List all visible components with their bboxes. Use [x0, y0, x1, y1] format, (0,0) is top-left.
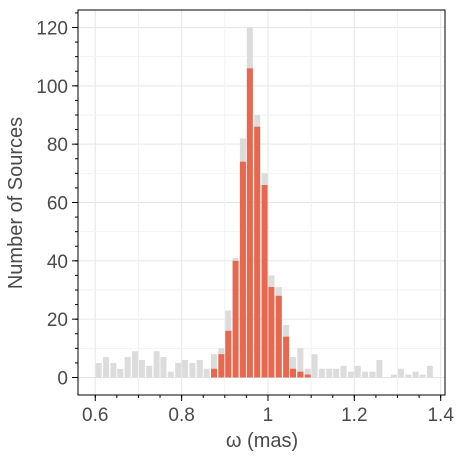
selected-sources-bar	[304, 374, 311, 378]
y-tick-label: 80	[47, 135, 68, 156]
selected-sources-bar	[225, 330, 232, 378]
all-sources-bar	[117, 368, 124, 378]
all-sources-bar	[182, 360, 189, 378]
all-sources-bar	[426, 365, 433, 378]
selected-sources-bar	[239, 161, 246, 378]
all-sources-bar	[326, 368, 333, 378]
x-tick-label: 1.4	[427, 405, 454, 426]
all-sources-bar	[95, 362, 102, 378]
all-sources-bar	[369, 371, 376, 378]
x-tick-label: 0.6	[82, 405, 108, 426]
y-axis-label: Number of Sources	[5, 117, 27, 289]
all-sources-bar	[304, 368, 311, 378]
selected-sources-bar	[283, 336, 290, 378]
y-tick-label: 120	[36, 19, 68, 40]
y-axis: 0 20 40 60 80 100 120	[36, 12, 78, 390]
all-sources-bar	[110, 362, 117, 378]
all-sources-bar	[405, 374, 412, 378]
all-sources-bar	[146, 365, 153, 378]
selected-sources-bar	[268, 287, 275, 378]
selected-sources-bar	[275, 295, 282, 378]
y-tick-label: 40	[47, 252, 68, 273]
all-sources-bar	[397, 368, 404, 378]
all-sources-bar	[391, 374, 398, 378]
x-tick-label: 1.2	[341, 405, 367, 426]
all-sources-bar	[211, 354, 218, 378]
all-sources-bar	[131, 351, 138, 378]
all-sources-bar	[362, 371, 369, 378]
all-sources-bar	[124, 357, 131, 378]
selected-sources-bar	[297, 371, 304, 378]
all-sources-bar	[167, 371, 174, 378]
y-tick-label: 60	[47, 194, 68, 215]
all-sources-bar	[354, 365, 361, 378]
grid-lines	[78, 10, 445, 395]
y-tick-label: 20	[47, 310, 68, 331]
all-sources-bar	[160, 357, 167, 378]
all-sources-bar	[138, 360, 145, 378]
all-sources-bar	[333, 368, 340, 378]
selected-sources-bar	[232, 260, 239, 378]
all-sources-bar	[290, 357, 297, 378]
x-tick-label: 0.8	[168, 405, 194, 426]
y-tick-label: 100	[36, 77, 68, 98]
selected-sources-bar	[290, 368, 297, 378]
selected-sources-bar	[261, 185, 268, 378]
x-tick-label: 1	[263, 405, 274, 426]
selected-sources-bar	[246, 68, 253, 378]
all-sources-bar	[376, 360, 383, 378]
all-sources-bar	[412, 371, 419, 378]
all-sources-bar	[318, 368, 325, 378]
selected-sources-bars	[211, 68, 311, 378]
all-sources-bar	[297, 348, 304, 378]
all-sources-bar	[347, 371, 354, 378]
all-sources-bar	[189, 362, 196, 378]
all-sources-bar	[196, 360, 203, 378]
selected-sources-bar	[211, 368, 218, 378]
all-sources-bar	[340, 365, 347, 378]
all-sources-bar	[203, 368, 210, 378]
x-axis-label: ω (mas)	[226, 430, 298, 452]
all-sources-bar	[153, 351, 160, 378]
x-axis: 0.6 0.8 1 1.2 1.4	[82, 395, 454, 426]
all-sources-bar	[175, 362, 182, 378]
y-tick-label: 0	[57, 369, 68, 390]
all-sources-bar	[311, 354, 318, 378]
all-sources-bar	[419, 374, 426, 378]
selected-sources-bar	[254, 126, 261, 378]
selected-sources-bar	[218, 354, 225, 378]
all-sources-bar	[103, 357, 110, 378]
